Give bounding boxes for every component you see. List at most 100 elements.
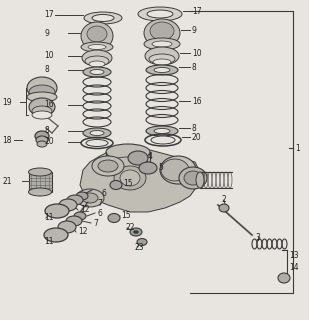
Ellipse shape bbox=[133, 230, 138, 234]
Ellipse shape bbox=[145, 47, 179, 65]
Text: 6: 6 bbox=[102, 189, 107, 198]
Text: 6: 6 bbox=[97, 209, 102, 218]
Ellipse shape bbox=[27, 77, 57, 99]
Ellipse shape bbox=[76, 189, 104, 207]
Text: 22: 22 bbox=[126, 223, 136, 233]
Ellipse shape bbox=[58, 221, 76, 233]
Ellipse shape bbox=[154, 129, 170, 133]
Ellipse shape bbox=[36, 136, 48, 144]
Ellipse shape bbox=[184, 171, 202, 185]
Text: 11: 11 bbox=[44, 236, 53, 245]
Ellipse shape bbox=[49, 231, 63, 239]
Ellipse shape bbox=[147, 10, 173, 18]
Text: 10: 10 bbox=[44, 51, 54, 60]
Text: 20: 20 bbox=[44, 137, 54, 146]
Ellipse shape bbox=[196, 172, 204, 188]
Text: 15: 15 bbox=[121, 212, 131, 220]
Text: 14: 14 bbox=[289, 263, 298, 273]
Text: 17: 17 bbox=[44, 10, 54, 19]
Ellipse shape bbox=[82, 50, 112, 66]
Polygon shape bbox=[80, 150, 200, 212]
Ellipse shape bbox=[37, 141, 47, 147]
Ellipse shape bbox=[27, 92, 57, 102]
Text: 10: 10 bbox=[192, 49, 202, 58]
Ellipse shape bbox=[144, 19, 180, 47]
Ellipse shape bbox=[90, 69, 104, 75]
Text: 8: 8 bbox=[192, 62, 197, 71]
Ellipse shape bbox=[86, 140, 108, 147]
Ellipse shape bbox=[28, 168, 52, 176]
Text: 9: 9 bbox=[192, 26, 197, 35]
Text: 16: 16 bbox=[192, 97, 202, 106]
Ellipse shape bbox=[152, 41, 172, 47]
Ellipse shape bbox=[92, 156, 124, 176]
Text: 2: 2 bbox=[222, 196, 227, 204]
Text: 16: 16 bbox=[44, 100, 54, 108]
Text: 13: 13 bbox=[289, 251, 298, 260]
Text: 21: 21 bbox=[2, 177, 11, 186]
Ellipse shape bbox=[110, 180, 122, 189]
Text: 5: 5 bbox=[158, 163, 163, 172]
Ellipse shape bbox=[28, 188, 52, 196]
Ellipse shape bbox=[108, 213, 120, 222]
Ellipse shape bbox=[120, 170, 140, 186]
Text: 4: 4 bbox=[148, 151, 153, 161]
Text: 9: 9 bbox=[44, 28, 49, 37]
Ellipse shape bbox=[151, 136, 175, 144]
Ellipse shape bbox=[50, 207, 64, 215]
Text: 7: 7 bbox=[97, 198, 102, 207]
Ellipse shape bbox=[146, 126, 178, 136]
Ellipse shape bbox=[92, 14, 114, 21]
Text: 11: 11 bbox=[44, 213, 53, 222]
Text: 23: 23 bbox=[135, 243, 145, 252]
Ellipse shape bbox=[66, 216, 82, 226]
Ellipse shape bbox=[81, 22, 113, 50]
Text: 8: 8 bbox=[44, 125, 49, 134]
Text: 20: 20 bbox=[192, 132, 202, 141]
Ellipse shape bbox=[67, 195, 83, 205]
Ellipse shape bbox=[130, 228, 142, 236]
Ellipse shape bbox=[219, 204, 229, 212]
Ellipse shape bbox=[62, 224, 72, 230]
Ellipse shape bbox=[138, 7, 182, 21]
Ellipse shape bbox=[71, 198, 78, 202]
Text: 8: 8 bbox=[44, 65, 49, 74]
Ellipse shape bbox=[153, 59, 171, 65]
Ellipse shape bbox=[144, 38, 180, 50]
Ellipse shape bbox=[89, 61, 105, 67]
Ellipse shape bbox=[160, 156, 196, 184]
Ellipse shape bbox=[44, 228, 68, 242]
Ellipse shape bbox=[179, 167, 207, 189]
Ellipse shape bbox=[87, 26, 107, 42]
Text: 3: 3 bbox=[255, 233, 260, 242]
Ellipse shape bbox=[29, 98, 55, 116]
Text: 7: 7 bbox=[93, 219, 98, 228]
Text: 15: 15 bbox=[123, 179, 133, 188]
Ellipse shape bbox=[32, 111, 52, 119]
Ellipse shape bbox=[161, 159, 189, 181]
Ellipse shape bbox=[106, 157, 150, 173]
Text: 8: 8 bbox=[192, 124, 197, 132]
Ellipse shape bbox=[81, 42, 113, 52]
Ellipse shape bbox=[45, 204, 69, 218]
Ellipse shape bbox=[83, 128, 111, 138]
Ellipse shape bbox=[83, 67, 111, 77]
Ellipse shape bbox=[63, 202, 73, 208]
Ellipse shape bbox=[106, 144, 150, 160]
Text: 17: 17 bbox=[192, 6, 202, 15]
Ellipse shape bbox=[146, 65, 178, 75]
Ellipse shape bbox=[74, 212, 86, 220]
Text: 18: 18 bbox=[2, 135, 11, 145]
Ellipse shape bbox=[149, 54, 175, 64]
Ellipse shape bbox=[90, 131, 104, 135]
Ellipse shape bbox=[150, 22, 174, 40]
Ellipse shape bbox=[128, 151, 148, 165]
Text: 12: 12 bbox=[78, 228, 87, 236]
Ellipse shape bbox=[59, 199, 77, 211]
Ellipse shape bbox=[98, 160, 118, 172]
Ellipse shape bbox=[278, 273, 290, 283]
Ellipse shape bbox=[70, 219, 78, 223]
Ellipse shape bbox=[114, 166, 146, 190]
Text: 19: 19 bbox=[2, 98, 12, 107]
Ellipse shape bbox=[35, 131, 49, 141]
